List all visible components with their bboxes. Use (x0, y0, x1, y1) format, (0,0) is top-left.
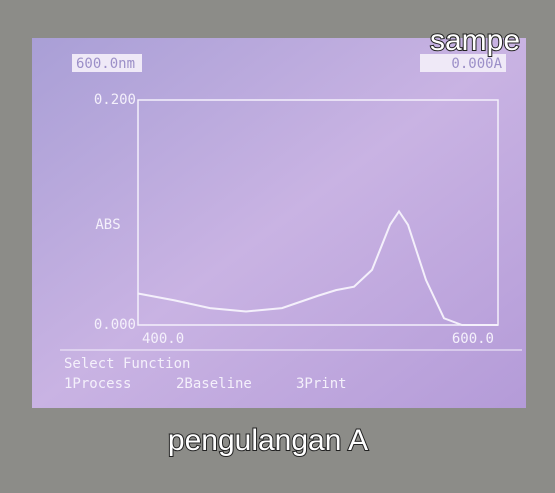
y-label: ABS (95, 217, 120, 233)
menu-title: Select Function (64, 356, 190, 372)
reading: 0.000A (451, 56, 502, 72)
plot-frame (137, 99, 499, 326)
wl-box (72, 54, 142, 72)
x-tick-label: 600.0 (452, 331, 494, 347)
y-tick-label: 0.200 (94, 92, 136, 108)
spectrum-line (137, 209, 498, 326)
caption-bottom: pengulangan A (168, 424, 368, 457)
option: 1Process (64, 376, 131, 392)
reading-box (420, 54, 506, 72)
wavelength: 600.0nm (76, 56, 135, 72)
option: 2Baseline (176, 376, 252, 392)
option: 3Print (296, 376, 347, 392)
x-tick-label: 400.0 (142, 331, 184, 347)
caption-top: sampe (430, 24, 520, 57)
y-tick-label: 0.000 (94, 317, 136, 333)
